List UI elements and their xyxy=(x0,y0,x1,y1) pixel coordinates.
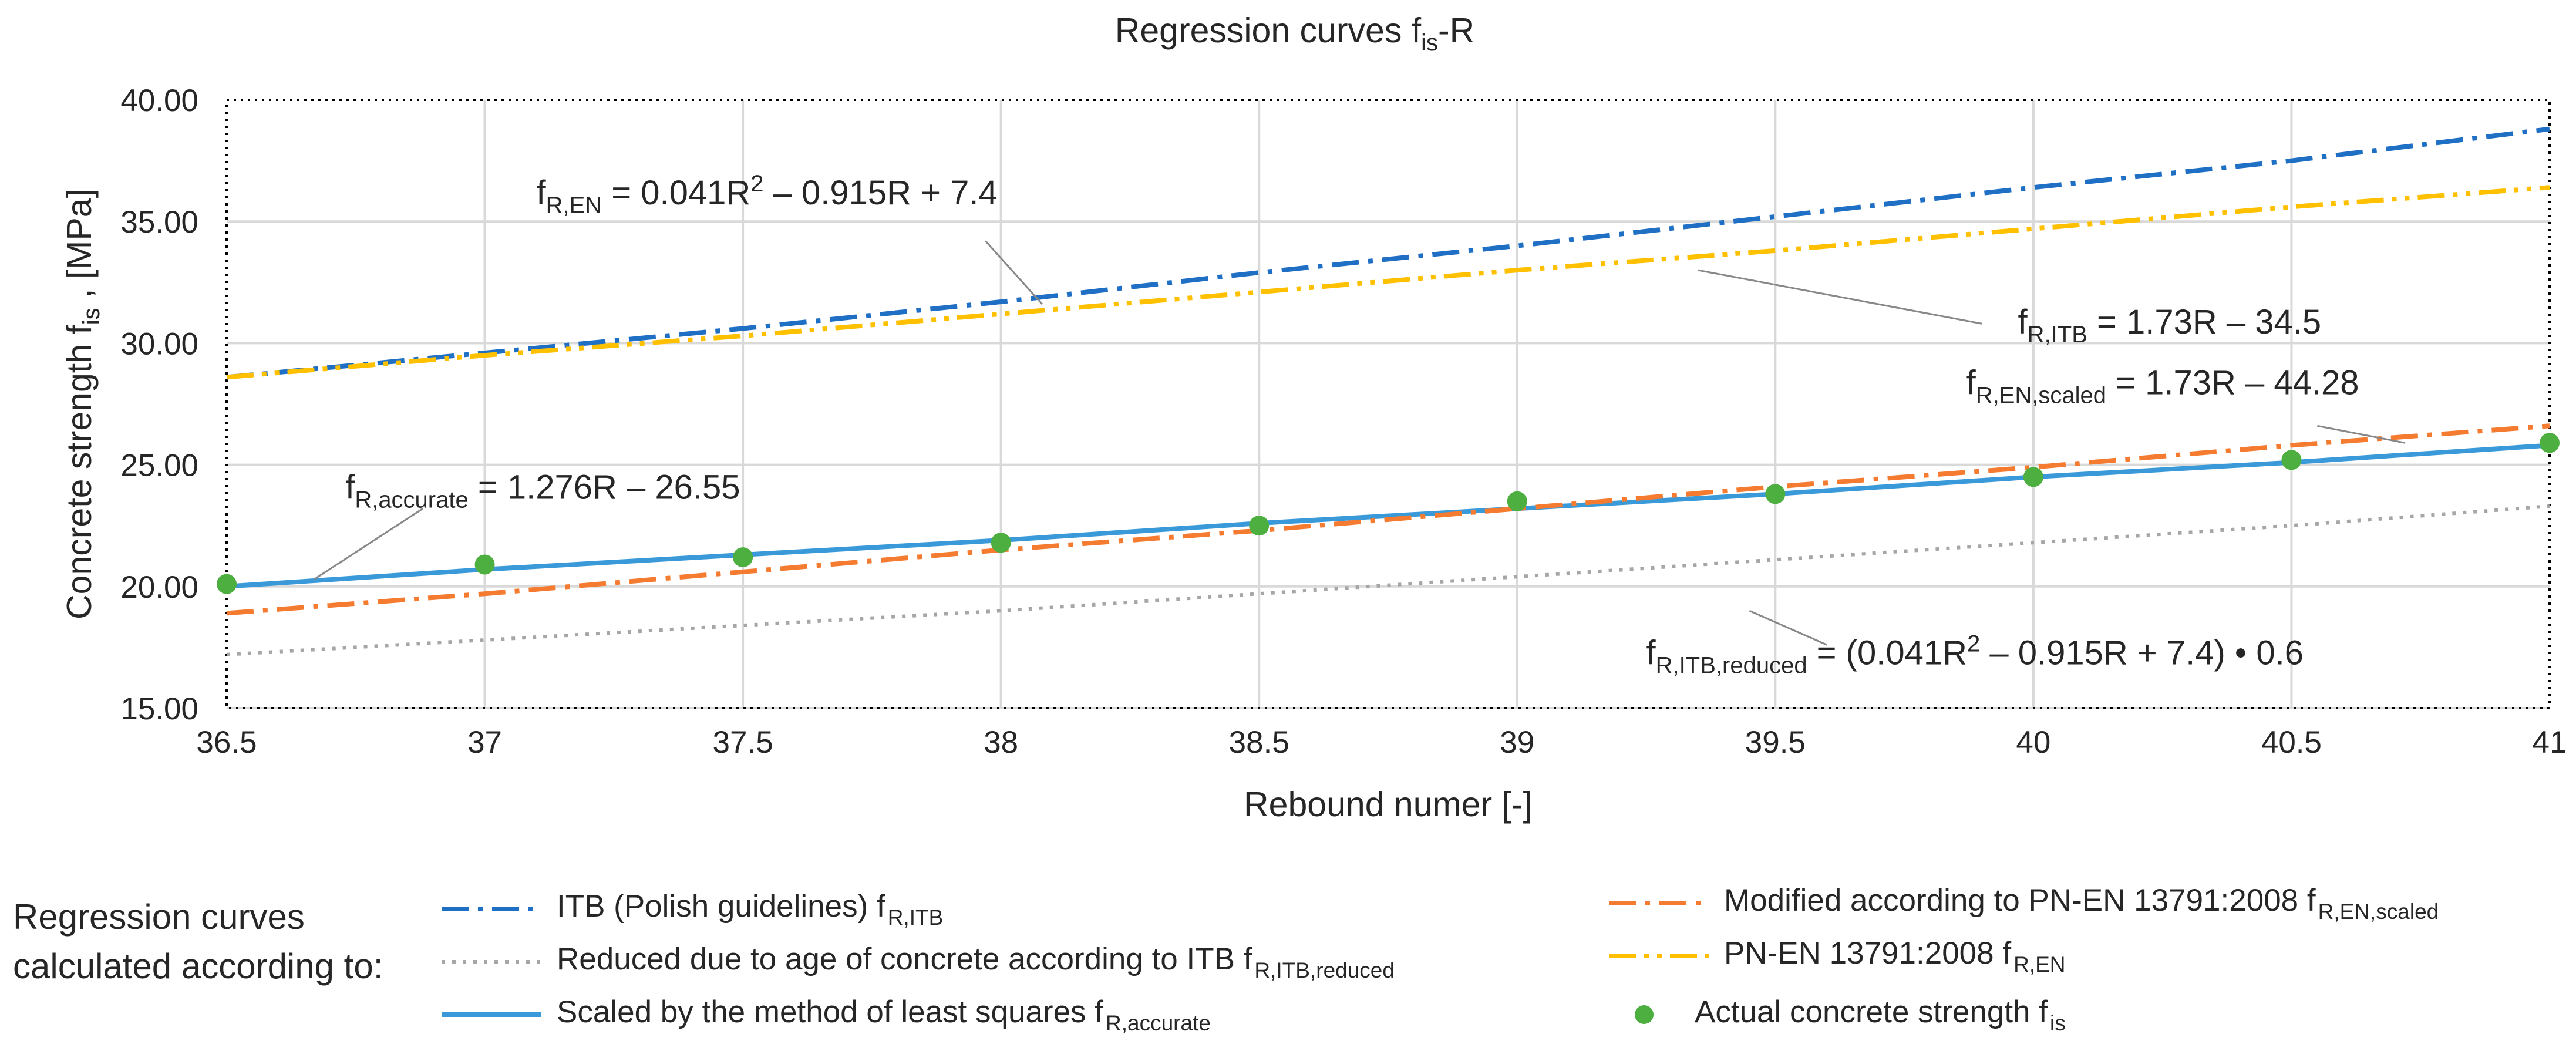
annotation-ann_itb: fR,ITB = 1.73R – 34.5 xyxy=(2018,303,2322,348)
y-tick-label: 40.00 xyxy=(120,83,198,118)
legend-caption: Regression curves calculated according t… xyxy=(13,892,424,991)
data-point xyxy=(1507,491,1527,511)
annotation-ann_itbreduced: fR,ITB,reduced = (0.041R2 – 0.915R + 7.4… xyxy=(1646,631,2304,678)
data-point xyxy=(1249,516,1270,536)
x-axis-label: Rebound numer [-] xyxy=(1244,785,1533,824)
legend-swatch-itb xyxy=(442,907,541,911)
legend-swatch-actual xyxy=(1635,1005,1654,1024)
x-tick-label: 37.5 xyxy=(713,725,773,760)
legend-item-itb_reduced: Reduced due to age of concrete according… xyxy=(442,938,1395,985)
legend-label: Reduced due to age of concrete according… xyxy=(557,941,1395,982)
data-point xyxy=(474,554,495,575)
legend-item-itb: ITB (Polish guidelines) f R,ITB xyxy=(442,885,943,932)
data-point xyxy=(2023,467,2043,487)
annotation-layer: fR,EN = 0.041R2 – 0.915R + 7.4 fR,ITB = 1… xyxy=(314,171,2406,678)
y-tick-label: 15.00 xyxy=(120,692,198,726)
data-point xyxy=(1765,484,1786,504)
legend-label: ITB (Polish guidelines) f R,ITB xyxy=(557,888,944,929)
x-tick-label: 40 xyxy=(2016,725,2050,760)
plot-frame xyxy=(225,99,2551,709)
annotation-ann_enscaled: fR,EN,scaled = 1.73R – 44.28 xyxy=(1966,363,2359,408)
annotation-leader xyxy=(985,240,1043,305)
annotation-leader xyxy=(314,507,423,580)
series-actual xyxy=(217,433,2560,594)
annotation-leader xyxy=(2317,425,2406,444)
chart-title: Regression curves fis-R xyxy=(1115,11,1475,56)
series-line-itb_reduced xyxy=(226,504,2550,656)
x-tick-label: 38.5 xyxy=(1229,725,1289,760)
legend-caption-line-2: calculated according to: xyxy=(13,947,383,986)
y-tick-labels: 15.00 20.00 25.00 30.00 35.00 40.00 xyxy=(120,83,198,726)
data-point xyxy=(217,574,237,594)
series-line-accurate xyxy=(226,443,2550,589)
annotation-leader xyxy=(1749,609,1827,646)
x-tick-label: 39 xyxy=(1500,725,1534,760)
series-line-en_scaled xyxy=(226,423,2550,616)
y-tick-label: 30.00 xyxy=(120,326,198,361)
data-point xyxy=(733,547,753,568)
data-point xyxy=(2281,450,2302,470)
grid-lines xyxy=(227,100,2550,709)
series-layer xyxy=(217,126,2560,656)
legend-swatch-accurate xyxy=(442,1012,541,1017)
x-tick-label: 38 xyxy=(984,725,1018,760)
legend-label: Modified according to PN-EN 13791:2008 f… xyxy=(1724,883,2439,924)
y-tick-label: 35.00 xyxy=(120,205,198,240)
x-tick-label: 36.5 xyxy=(196,725,257,760)
legend-swatch-itb_reduced xyxy=(442,960,541,964)
x-tick-label: 39.5 xyxy=(1745,725,1806,760)
legend-item-en_scaled: Modified according to PN-EN 13791:2008 f… xyxy=(1609,880,2439,927)
legend-swatch-en xyxy=(1609,954,1709,958)
legend-caption-line-1: Regression curves xyxy=(13,897,305,937)
legend-swatch-en_scaled xyxy=(1609,901,1709,905)
x-tick-label: 40.5 xyxy=(2261,725,2322,760)
y-tick-label: 25.00 xyxy=(120,449,198,483)
chart-svg: Regression curves fis-R 15.00 20.00 25.00 3… xyxy=(60,11,2567,824)
x-tick-labels: 36.5 37 37.5 38 38.5 39 39.5 40 40.5 41 xyxy=(196,725,2567,760)
legend-label: Actual concrete strength f is xyxy=(1695,994,2066,1035)
legend-item-en: PN-EN 13791:2008 f R,EN xyxy=(1609,932,2066,979)
series-line-en xyxy=(226,185,2550,380)
annotation-ann_accurate: fR,accurate = 1.276R – 26.55 xyxy=(345,469,740,513)
data-point xyxy=(991,533,1011,553)
y-axis-label: Concrete strength fis , [MPa] xyxy=(60,188,105,619)
x-tick-label: 41 xyxy=(2533,725,2567,760)
x-tick-label: 37 xyxy=(467,725,502,760)
legend-item-actual: Actual concrete strength f is xyxy=(1609,991,2066,1038)
annotation-ann_en: fR,EN = 0.041R2 – 0.915R + 7.4 xyxy=(536,171,997,218)
legend-label: PN-EN 13791:2008 f R,EN xyxy=(1724,935,2066,976)
y-tick-label: 20.00 xyxy=(120,570,198,605)
data-point xyxy=(2540,433,2560,453)
series-line-itb xyxy=(226,126,2550,380)
annotation-leader xyxy=(1698,269,1982,325)
